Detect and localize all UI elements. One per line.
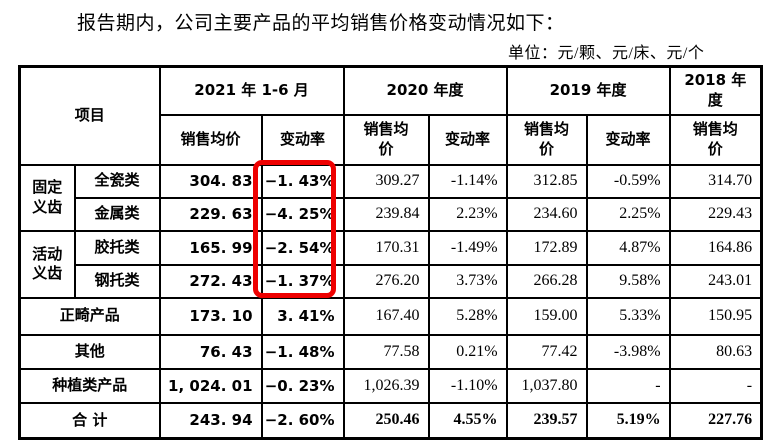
- value-cell: 172.89: [505, 229, 588, 266]
- value-cell: 243. 94: [158, 401, 263, 440]
- col-header-change-2020: 变动率: [427, 113, 508, 166]
- col-header-avg-price-2021: 销售均价: [158, 113, 263, 166]
- value-cell: -3.98%: [585, 333, 671, 370]
- value-cell: 272. 43: [158, 263, 263, 299]
- table-row: 活动 义齿 胶托类 165. 99 −2. 54% 170.31 -1.49% …: [18, 229, 763, 299]
- row-label: 胶托类: [73, 229, 161, 266]
- value-cell: 4.55%: [427, 401, 508, 440]
- col-header-item: 项目: [18, 65, 161, 166]
- value-cell: 76. 43: [158, 333, 263, 370]
- header-row-metrics: 销售均价 变动率 销售均 价 变动率 销售均 价 变动率 销售均 价: [20, 113, 763, 166]
- value-cell: -: [668, 367, 763, 404]
- col-header-change-2019: 变动率: [585, 113, 671, 166]
- col-header-2019: 2019 年度: [505, 65, 671, 116]
- row-label: 金属类: [73, 196, 161, 232]
- table-row: 其他 76. 43 −1. 48% 77.58 0.21% 77.42 -3.9…: [18, 333, 763, 370]
- value-cell: 309.27: [342, 163, 430, 199]
- table-row: 金属类 229. 63 −4. 25% 239.84 2.23% 234.60 …: [20, 196, 763, 232]
- col-header-avg-price-2020: 销售均 价: [342, 113, 430, 166]
- value-cell: −0. 23%: [260, 367, 345, 404]
- value-cell: 77.42: [505, 333, 588, 370]
- value-cell: 5.33%: [585, 296, 671, 336]
- value-cell: 170.31: [342, 229, 430, 266]
- table-row: 固定 义齿 全瓷类 304. 83 −1. 43% 309.27 -1.14% …: [18, 163, 763, 232]
- col-header-change-2021: 变动率: [260, 113, 345, 166]
- unit-note: 单位：元/颗、元/床、元/个: [508, 45, 705, 62]
- value-cell: 77.58: [342, 333, 430, 370]
- avg-price-table: 项目 2021 年 1-6 月 2020 年度 2019 年度 2018 年 度…: [18, 65, 764, 440]
- value-cell: 9.58%: [585, 263, 671, 299]
- row-label: 正畸产品: [18, 296, 161, 336]
- value-cell: 167.40: [342, 296, 430, 336]
- value-cell: 304. 83: [158, 163, 263, 199]
- table-row: 正畸产品 173. 10 3. 41% 167.40 5.28% 159.00 …: [18, 296, 763, 336]
- value-cell: 266.28: [505, 263, 588, 299]
- row-label: 全瓷类: [73, 163, 161, 199]
- col-header-2020: 2020 年度: [342, 65, 508, 116]
- table-row: 钢托类 272. 43 −1. 37% 276.20 3.73% 266.28 …: [20, 263, 763, 299]
- value-cell: 1,026.39: [342, 367, 430, 404]
- col-header-2021: 2021 年 1-6 月: [158, 65, 345, 116]
- value-cell: 150.95: [668, 296, 763, 336]
- row-label: 其他: [18, 333, 161, 370]
- row-label: 种植类产品: [18, 367, 161, 404]
- value-cell: 159.00: [505, 296, 588, 336]
- value-cell: −2. 54%: [260, 229, 345, 266]
- header-row-periods: 项目 2021 年 1-6 月 2020 年度 2019 年度 2018 年 度: [18, 65, 763, 166]
- value-cell: 314.70: [668, 163, 763, 199]
- value-cell: 229. 63: [158, 196, 263, 232]
- value-cell: 164.86: [668, 229, 763, 266]
- value-cell: −1. 48%: [260, 333, 345, 370]
- value-cell: 229.43: [668, 196, 763, 232]
- col-header-2018: 2018 年 度: [668, 65, 763, 116]
- value-cell: -1.14%: [427, 163, 508, 199]
- value-cell: 239.57: [505, 401, 588, 440]
- value-cell: -1.49%: [427, 229, 508, 266]
- value-cell: −4. 25%: [260, 196, 345, 232]
- value-cell: 4.87%: [585, 229, 671, 266]
- value-cell: 276.20: [342, 263, 430, 299]
- value-cell: −1. 37%: [260, 263, 345, 299]
- col-header-avg-price-2018: 销售均 价: [668, 113, 763, 166]
- col-header-avg-price-2019: 销售均 价: [505, 113, 588, 166]
- value-cell: 3. 41%: [260, 296, 345, 336]
- table-row: 种植类产品 1, 024. 01 −0. 23% 1,026.39 -1.10%…: [18, 367, 763, 404]
- value-cell: 173. 10: [158, 296, 263, 336]
- group-label-fixed-denture: 固定 义齿: [18, 163, 76, 232]
- value-cell: 3.73%: [427, 263, 508, 299]
- value-cell: 1, 024. 01: [158, 367, 263, 404]
- value-cell: 2.23%: [427, 196, 508, 232]
- value-cell: -1.10%: [427, 367, 508, 404]
- value-cell: 227.76: [668, 401, 763, 440]
- value-cell: 312.85: [505, 163, 588, 199]
- value-cell: -: [585, 367, 671, 404]
- row-label: 钢托类: [73, 263, 161, 299]
- value-cell: -0.59%: [585, 163, 671, 199]
- value-cell: 5.19%: [585, 401, 671, 440]
- value-cell: 0.21%: [427, 333, 508, 370]
- value-cell: 80.63: [668, 333, 763, 370]
- value-cell: −2. 60%: [260, 401, 345, 440]
- value-cell: 234.60: [505, 196, 588, 232]
- value-cell: 165. 99: [158, 229, 263, 266]
- row-label-total: 合 计: [18, 401, 161, 440]
- table-row-total: 合 计 243. 94 −2. 60% 250.46 4.55% 239.57 …: [18, 401, 763, 440]
- value-cell: 5.28%: [427, 296, 508, 336]
- value-cell: 243.01: [668, 263, 763, 299]
- value-cell: 1,037.80: [505, 367, 588, 404]
- value-cell: 250.46: [342, 401, 430, 440]
- value-cell: −1. 43%: [260, 163, 345, 199]
- group-label-removable-denture: 活动 义齿: [18, 229, 76, 299]
- value-cell: 2.25%: [585, 196, 671, 232]
- value-cell: 239.84: [342, 196, 430, 232]
- page-title: 报告期内，公司主要产品的平均销售价格变动情况如下：: [77, 13, 565, 34]
